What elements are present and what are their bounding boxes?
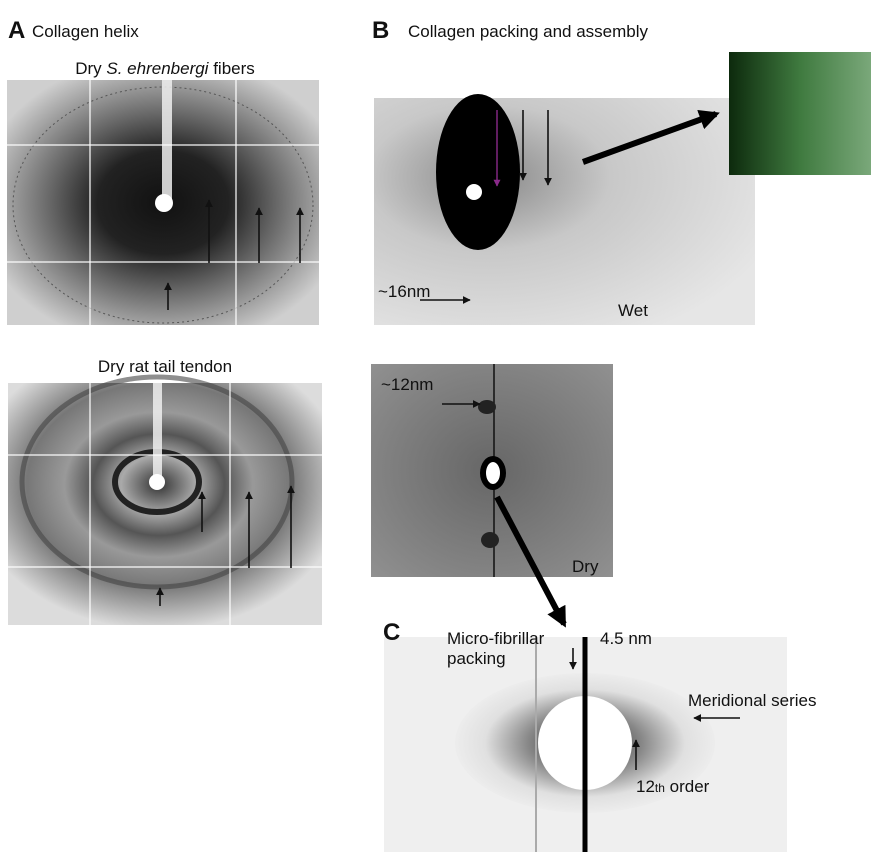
- image-caption: Dry S. ehrenbergi fibers: [75, 59, 255, 78]
- image-caption: Dry rat tail tendon: [98, 357, 232, 376]
- diffraction-image: [374, 94, 755, 325]
- panel-label: C: [383, 619, 400, 646]
- inset-image: [729, 52, 871, 175]
- condition-label: Dry: [572, 557, 599, 576]
- diffraction-image: [384, 637, 787, 852]
- annotation: Micro-fibrillar: [447, 629, 545, 648]
- annotation: 4.5 nm: [600, 629, 652, 648]
- condition-label: Wet: [618, 301, 648, 320]
- diffraction-image: [8, 374, 322, 625]
- diffraction-image: [371, 364, 613, 577]
- panel-title: Collagen helix: [32, 22, 139, 41]
- panel-label: B: [372, 17, 389, 44]
- annotation: 12th order: [636, 777, 710, 796]
- annotation: packing: [447, 649, 506, 668]
- spacing-label: ~12nm: [381, 375, 433, 394]
- arrow: [581, 109, 720, 165]
- annotation: Meridional series: [688, 691, 817, 710]
- diffraction-image: [7, 80, 319, 325]
- panel-title: Collagen packing and assembly: [408, 22, 649, 41]
- arrow: [494, 495, 567, 628]
- panel-label: A: [8, 17, 25, 44]
- spacing-label: ~16nm: [378, 282, 430, 301]
